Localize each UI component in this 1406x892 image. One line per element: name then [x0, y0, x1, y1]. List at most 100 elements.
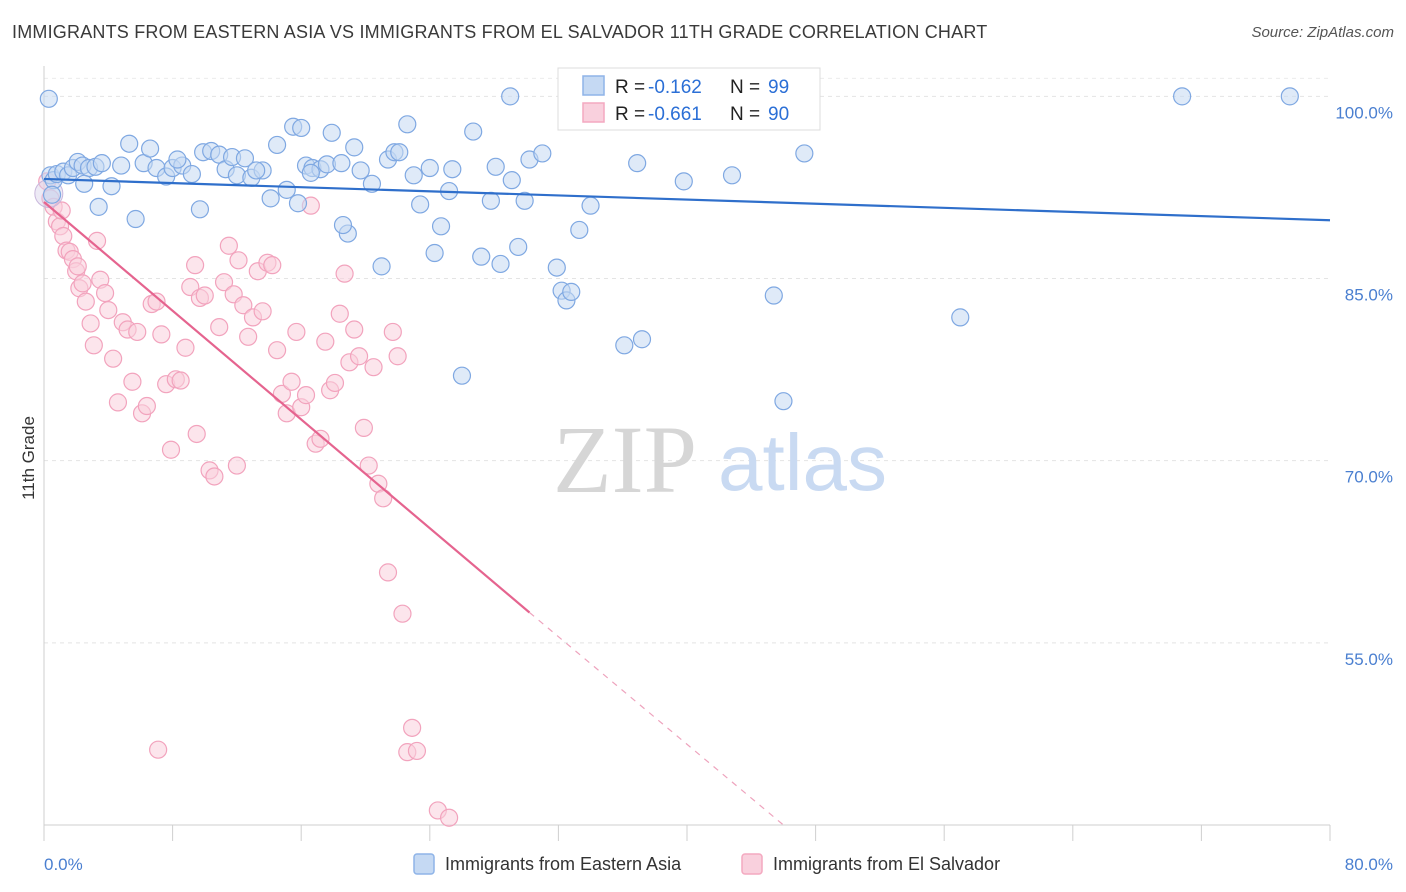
- el-salvador-point: [81, 314, 100, 333]
- eastern-asia-point: [1173, 87, 1192, 106]
- eastern-asia-point: [431, 217, 451, 236]
- y-tick-label: 100.0%: [1335, 103, 1393, 122]
- trend-line-eastern-asia: [43, 177, 1331, 222]
- el-salvador-point: [227, 456, 246, 475]
- el-salvador-point: [359, 456, 378, 475]
- el-salvador-point: [354, 418, 373, 437]
- stats-n-label-pink: N =: [730, 104, 760, 125]
- eastern-asia-point: [112, 156, 131, 175]
- el-salvador-point: [76, 292, 95, 311]
- eastern-asia-point: [267, 135, 287, 155]
- el-salvador-point: [311, 429, 330, 448]
- el-salvador-point: [219, 236, 238, 255]
- stats-r-value-blue: -0.162: [648, 77, 702, 98]
- el-salvador-point: [95, 283, 115, 303]
- stats-legend: R = -0.162 N = 99 R = -0.661 N = 90: [557, 67, 821, 131]
- el-salvador-point: [407, 741, 427, 761]
- eastern-asia-point: [443, 160, 462, 179]
- eastern-asia-point: [722, 166, 742, 185]
- eastern-asia-point: [452, 366, 472, 385]
- el-salvador-point: [73, 274, 92, 293]
- eastern-asia-point: [42, 185, 62, 204]
- el-salvador-point: [210, 317, 229, 337]
- el-salvador-point: [171, 371, 190, 390]
- el-salvador-point: [349, 347, 369, 366]
- el-salvador-point: [187, 424, 206, 444]
- eastern-asia-point: [501, 87, 520, 106]
- watermark: ZIP atlas: [553, 406, 887, 513]
- eastern-asia-point: [404, 166, 423, 185]
- el-salvador-point: [195, 286, 214, 305]
- el-salvador-point: [378, 563, 398, 582]
- el-salvador-point: [104, 349, 123, 368]
- watermark-atlas: atlas: [718, 418, 887, 507]
- stats-swatch-blue: [582, 75, 605, 96]
- el-salvador-point: [108, 393, 128, 412]
- y-tick-label: 70.0%: [1345, 468, 1393, 487]
- el-salvador-point: [205, 467, 224, 486]
- eastern-asia-point: [261, 189, 280, 208]
- eastern-asia-point: [126, 209, 145, 229]
- x-ticks: 0.0% 80.0%: [43, 825, 1393, 874]
- eastern-asia-point: [951, 308, 970, 327]
- eastern-asia-point: [628, 154, 647, 173]
- eastern-asia-point: [615, 336, 634, 355]
- series-el-salvador: [34, 172, 459, 827]
- eastern-asia-point: [570, 220, 589, 240]
- el-salvador-point: [403, 718, 422, 737]
- el-salvador-point: [214, 273, 234, 292]
- el-salvador-point: [267, 341, 287, 360]
- el-salvador-point: [68, 257, 87, 276]
- stats-r-value-pink: -0.661: [648, 104, 702, 125]
- eastern-asia-point: [182, 164, 201, 184]
- eastern-asia-point: [168, 150, 187, 169]
- el-salvador-point: [374, 489, 393, 508]
- eastern-asia-point: [190, 200, 210, 219]
- eastern-asia-point: [491, 254, 510, 274]
- eastern-asia-point: [92, 154, 111, 173]
- bottom-legend: Immigrants from Eastern Asia Immigrants …: [413, 853, 1000, 875]
- legend-label-el-salvador: Immigrants from El Salvador: [773, 854, 1000, 874]
- el-salvador-point: [282, 372, 301, 391]
- eastern-asia-point: [120, 134, 139, 153]
- el-salvador-point: [128, 322, 147, 342]
- y-tick-labels: 100.0% 85.0% 70.0% 55.0%: [1335, 103, 1393, 668]
- el-salvador-point: [364, 358, 383, 377]
- eastern-asia-point: [398, 115, 417, 134]
- el-salvador-point: [234, 296, 253, 315]
- eastern-asia-point: [292, 118, 311, 138]
- el-salvador-point: [149, 740, 168, 759]
- el-salvador-point: [147, 292, 166, 311]
- eastern-asia-point: [795, 144, 814, 163]
- eastern-asia-point: [502, 171, 521, 190]
- eastern-asia-point: [533, 144, 552, 163]
- eastern-asia-point: [140, 139, 160, 158]
- el-salvador-point: [383, 322, 402, 342]
- stats-n-value-pink: 90: [768, 104, 789, 125]
- eastern-asia-point: [464, 122, 483, 141]
- eastern-asia-point: [515, 191, 534, 210]
- el-salvador-point: [161, 440, 181, 459]
- stats-r-label-pink: R =: [615, 104, 645, 125]
- el-salvador-point: [123, 372, 142, 391]
- y-tick-label: 85.0%: [1345, 286, 1393, 305]
- el-salvador-point: [388, 347, 407, 366]
- eastern-asia-point: [390, 143, 409, 162]
- stats-r-label-blue: R =: [615, 77, 645, 98]
- eastern-asia-point: [420, 158, 439, 178]
- legend-label-eastern-asia: Immigrants from Eastern Asia: [445, 854, 682, 874]
- eastern-asia-point: [333, 215, 353, 235]
- el-salvador-point: [439, 808, 459, 827]
- eastern-asia-point: [345, 138, 364, 157]
- trend-line-el-salvador: [43, 201, 531, 614]
- eastern-asia-point: [351, 161, 370, 180]
- eastern-asia-point: [411, 195, 430, 214]
- eastern-asia-point: [472, 247, 491, 266]
- eastern-asia-point: [75, 174, 94, 193]
- eastern-asia-point: [277, 180, 296, 199]
- el-salvador-point: [186, 256, 205, 275]
- legend-swatch-el-salvador: [741, 853, 763, 875]
- stats-n-label-blue: N =: [730, 77, 760, 98]
- y-tick-label: 55.0%: [1345, 650, 1393, 669]
- stats-swatch-pink: [582, 102, 605, 123]
